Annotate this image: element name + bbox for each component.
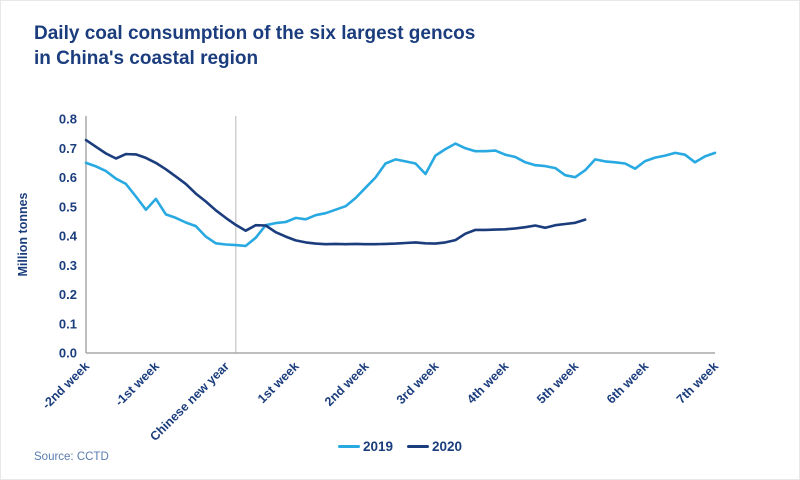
legend-item-2019: 2019 (337, 439, 393, 454)
source-note: Source: CCTD (34, 451, 109, 463)
y-tick-label: 0.4 (59, 229, 78, 244)
x-tick-label: Chinese new year (147, 359, 232, 444)
chart-legend: 2019 2020 (337, 439, 462, 454)
legend-label-2019: 2019 (362, 439, 393, 454)
x-tick-label: 6th week (604, 359, 651, 406)
chart-title-line2: in China's coastal region (34, 48, 259, 70)
x-tick-label: 2nd week (322, 359, 372, 409)
y-tick-label: 0.8 (59, 112, 77, 127)
x-tick-label: -2nd week (39, 359, 92, 412)
x-tick-label: 3rd week (394, 359, 442, 407)
y-tick-label: 0.3 (59, 258, 77, 273)
legend-item-2020: 2020 (407, 439, 462, 454)
series-line-2019 (84, 142, 717, 248)
y-tick-label: 0.5 (59, 199, 77, 214)
y-tick-label: 0.0 (59, 346, 77, 361)
y-tick-label: 0.6 (59, 170, 77, 185)
legend-label-2020: 2020 (432, 439, 463, 454)
x-tick-label: -1st week (112, 359, 162, 409)
legend-swatch-2019-icon (337, 445, 360, 448)
y-axis-title: Million tonnes (16, 192, 30, 276)
y-tick-label: 0.2 (59, 287, 77, 302)
x-tick-label: 7th week (674, 359, 721, 406)
chart-title-line1: Daily coal consumption of the six larges… (34, 23, 476, 44)
y-tick-label: 0.7 (59, 141, 77, 156)
chart-title: Daily coal consumption of the six larges… (34, 21, 475, 71)
legend-swatch-2020-icon (407, 445, 429, 448)
y-tick-label: 0.1 (59, 316, 77, 331)
x-tick-label: 5th week (534, 359, 581, 406)
x-tick-label: 4th week (464, 359, 511, 406)
series-line-2020 (84, 138, 587, 246)
x-tick-label: 1st week (255, 359, 302, 406)
